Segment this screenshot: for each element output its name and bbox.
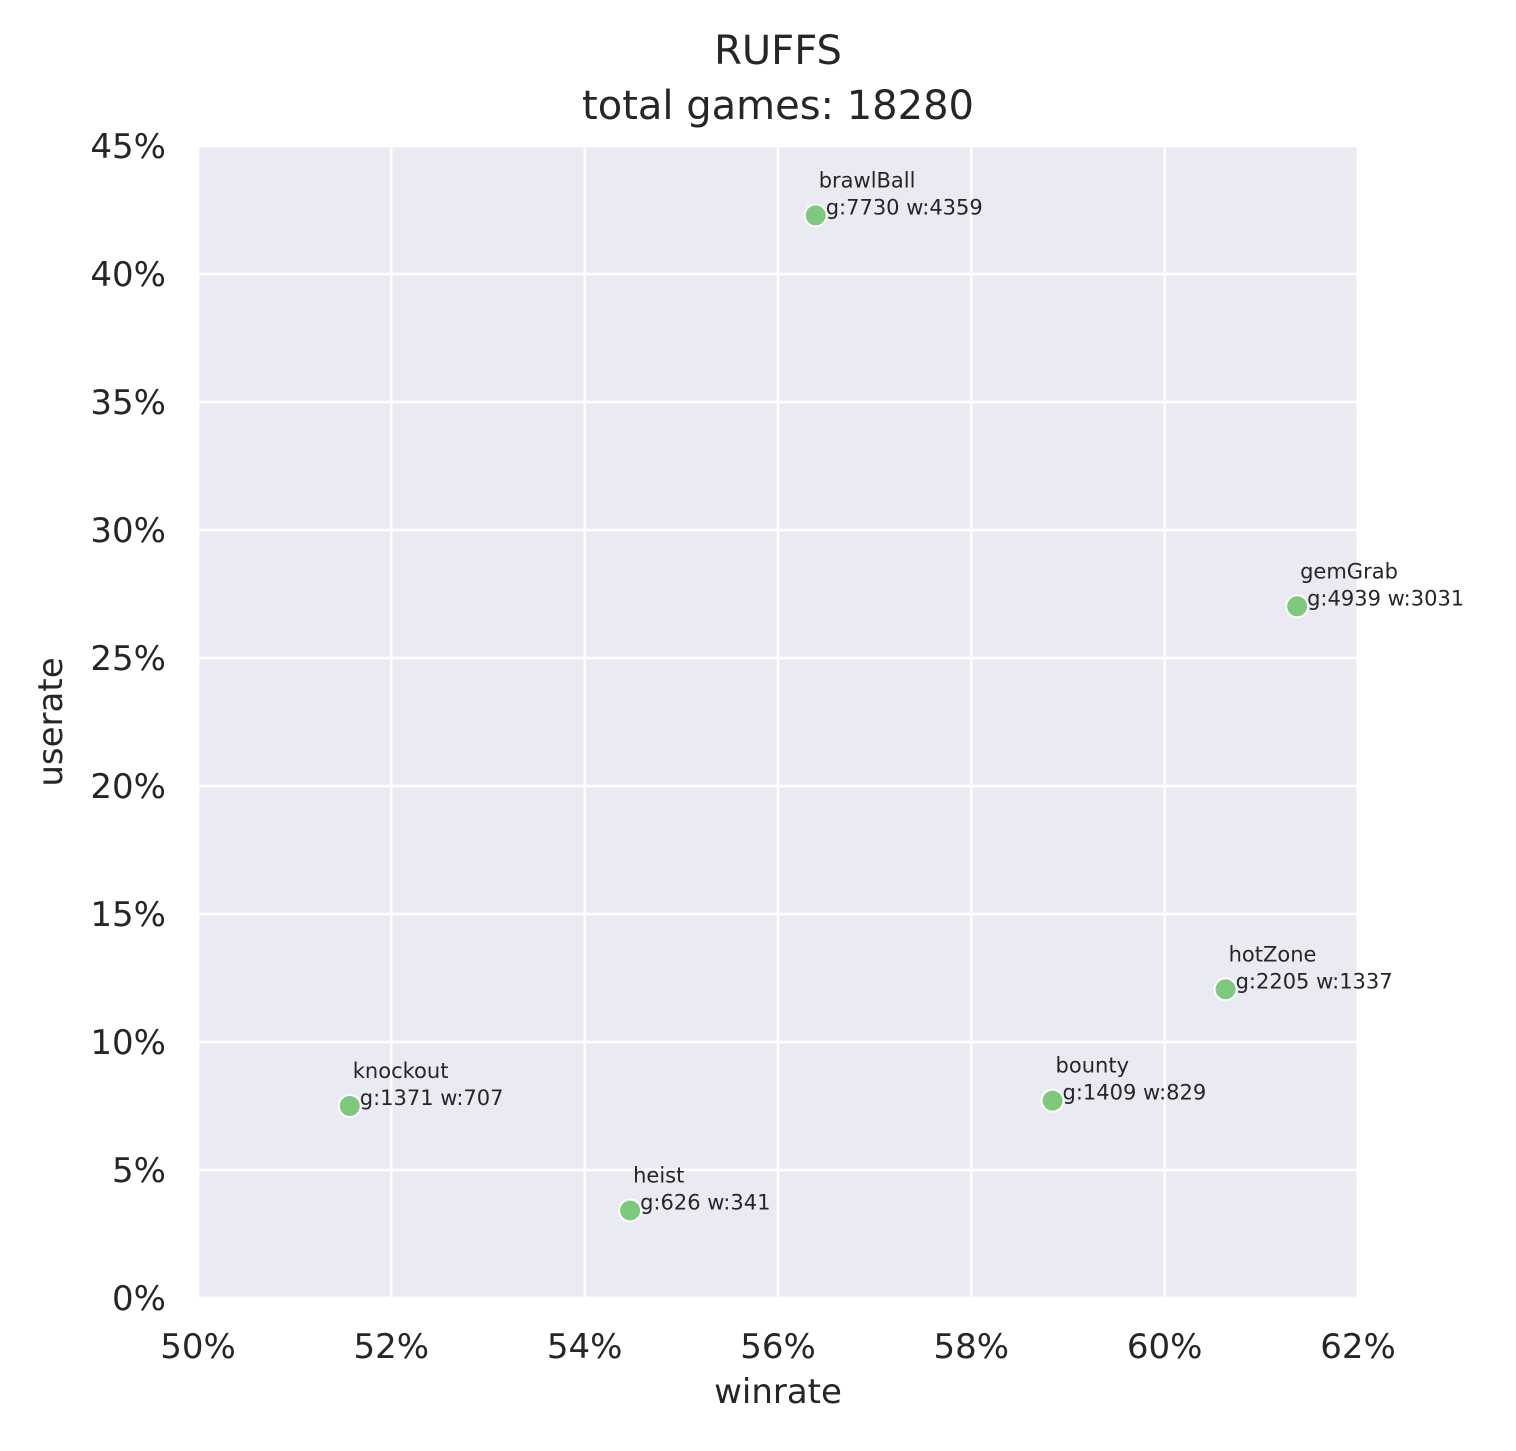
point-annotations: brawlBall g:7730 w:4359 gemGrab g:4939 w:30… [353,168,1464,1214]
x-tick-label: 50% [160,1327,236,1367]
point-label-name: gemGrab [1300,559,1398,583]
point-label-stats: g:1409 w:829 [1063,1081,1207,1105]
data-point-knockout [337,1094,362,1118]
x-tick-label: 52% [354,1327,430,1367]
data-point-heist [618,1198,643,1223]
data-point-hotZone [1213,977,1238,1002]
data-point-gemGrab [1285,594,1310,619]
point-label-name: bounty [1056,1054,1129,1078]
y-tick-label: 5% [112,1151,166,1191]
y-tick-label: 20% [90,767,166,807]
y-tick-label: 40% [90,255,166,295]
point-label-name: hotZone [1229,942,1317,966]
point-label-stats: g:2205 w:1337 [1236,969,1393,993]
point-label-name: knockout [353,1059,449,1083]
point-label-stats: g:1371 w:707 [360,1086,504,1110]
point-label-stats: g:4939 w:3031 [1307,586,1464,610]
y-tick-label: 0% [112,1279,166,1319]
data-point-brawlBall [803,203,828,228]
data-points [337,203,1310,1223]
x-tick-label: 60% [1127,1327,1203,1367]
x-tick-label: 54% [547,1327,623,1367]
y-tick-label: 25% [90,639,166,679]
x-tick-label: 62% [1320,1327,1396,1367]
x-tick-label: 58% [934,1327,1010,1367]
grid-lines [196,144,1360,1300]
x-axis-ticks: 50% 52% 54% 56% 58% 60% 62% [160,1327,1396,1367]
y-tick-label: 10% [90,1023,166,1063]
y-tick-label: 15% [90,895,166,935]
y-tick-label: 35% [90,383,166,423]
point-label-stats: g:626 w:341 [640,1190,770,1214]
y-tick-label: 30% [90,511,166,551]
y-axis-ticks: 0% 5% 10% 15% 20% 25% 30% 35% 40% 45% [90,127,166,1319]
y-axis-label: userate [31,657,71,786]
chart-title: RUFFS [714,28,842,74]
x-axis-label: winrate [714,1372,842,1412]
point-label-name: heist [633,1163,684,1187]
data-point-bounty [1040,1088,1065,1113]
point-label-stats: g:7730 w:4359 [826,195,983,219]
chart-subtitle: total games: 18280 [582,83,974,129]
point-label-name: brawlBall [819,168,916,192]
x-tick-label: 56% [740,1327,816,1367]
y-tick-label: 45% [90,127,166,167]
